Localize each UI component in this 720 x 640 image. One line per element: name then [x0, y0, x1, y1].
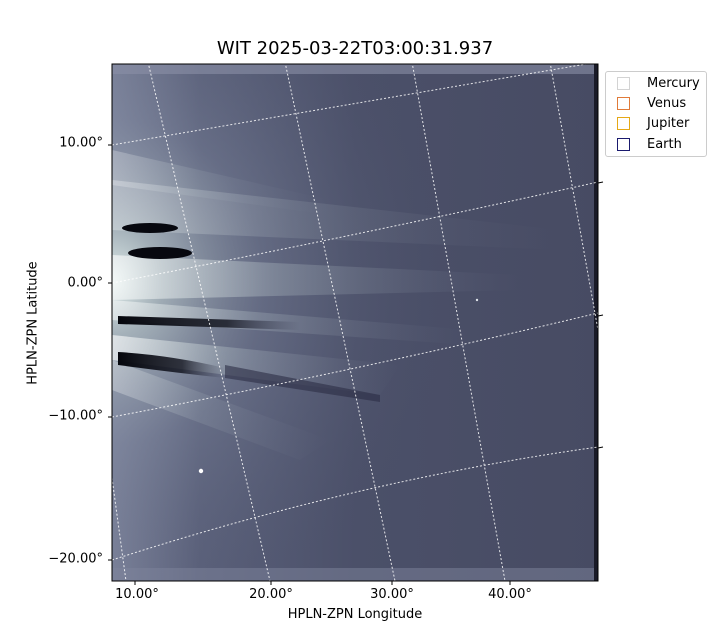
legend-item-jupiter: Jupiter [617, 115, 689, 131]
x-tick-label: 20.00° [249, 587, 293, 602]
legend-label: Earth [647, 136, 682, 152]
legend-swatch [617, 96, 630, 110]
y-tick-label: −20.00° [48, 551, 103, 567]
legend-label: Mercury [647, 75, 700, 91]
y-tick-label: −10.00° [48, 408, 103, 424]
legend-label: Jupiter [647, 115, 690, 131]
legend-swatch [617, 116, 630, 130]
y-tick-label: 0.00° [67, 275, 103, 291]
tick-marks [108, 144, 604, 585]
legend: Mercury Venus Jupiter Earth [605, 71, 707, 157]
legend-swatch [617, 137, 630, 151]
plot-frame [111, 63, 599, 582]
legend-label: Venus [647, 95, 687, 111]
legend-item-earth: Earth [617, 136, 682, 152]
legend-swatch [617, 76, 630, 90]
legend-item-mercury: Mercury [617, 75, 700, 91]
plot-title: WIT 2025-03-22T03:00:31.937 [216, 38, 494, 59]
y-axis-label: HPLN-ZPN Latitude [25, 261, 41, 385]
y-tick-label: 10.00° [59, 135, 103, 151]
x-tick-label: 40.00° [488, 587, 532, 602]
x-axis-label: HPLN-ZPN Longitude [287, 607, 423, 622]
coordinate-grid [112, 64, 598, 581]
coronagraph-image [112, 64, 598, 581]
x-tick-label: 10.00° [115, 587, 159, 602]
legend-item-venus: Venus [617, 95, 686, 111]
x-tick-label: 30.00° [370, 587, 414, 602]
